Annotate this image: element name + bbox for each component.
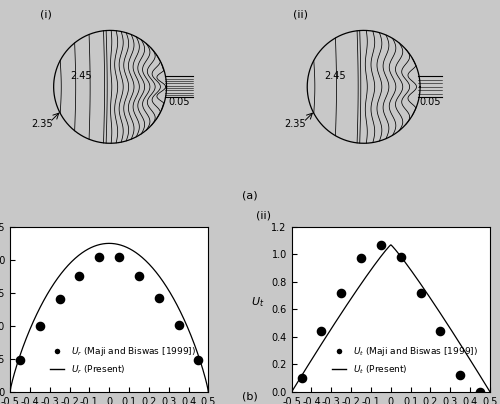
Point — [416, 290, 424, 296]
Text: (ii): (ii) — [256, 210, 271, 220]
Legend: $U_t$ (Maji and Biswas [1999]), $U_t$ (Present): $U_t$ (Maji and Biswas [1999]), $U_t$ (P… — [328, 342, 482, 379]
Text: 2.45: 2.45 — [324, 72, 345, 81]
Point — [16, 357, 24, 364]
Point — [456, 372, 464, 379]
Point — [115, 253, 123, 260]
Point — [174, 321, 182, 328]
Point — [476, 389, 484, 395]
Point — [194, 357, 202, 364]
Point — [436, 328, 444, 335]
Legend: $U_r$ (Maji and Biswas [1999]), $U_r$ (Present): $U_r$ (Maji and Biswas [1999]), $U_r$ (P… — [46, 342, 200, 379]
Y-axis label: $U_t$: $U_t$ — [251, 296, 264, 309]
Text: (b): (b) — [242, 392, 258, 402]
Text: 2.45: 2.45 — [70, 72, 92, 81]
Point — [298, 375, 306, 381]
Text: (ii): (ii) — [293, 10, 308, 20]
Point — [96, 253, 104, 260]
Point — [155, 295, 163, 301]
Text: 0.05: 0.05 — [168, 97, 190, 107]
Text: 2.35: 2.35 — [31, 119, 52, 128]
Text: 2.35: 2.35 — [284, 119, 306, 128]
Point — [396, 254, 404, 260]
Text: (i): (i) — [40, 10, 52, 20]
Text: 0.05: 0.05 — [419, 97, 440, 107]
Text: (a): (a) — [242, 191, 258, 201]
Point — [337, 290, 345, 296]
Point — [357, 255, 365, 262]
Point — [76, 273, 84, 280]
Point — [135, 273, 143, 280]
Point — [318, 328, 326, 335]
Point — [56, 296, 64, 303]
Point — [36, 323, 44, 329]
Point — [377, 242, 385, 248]
